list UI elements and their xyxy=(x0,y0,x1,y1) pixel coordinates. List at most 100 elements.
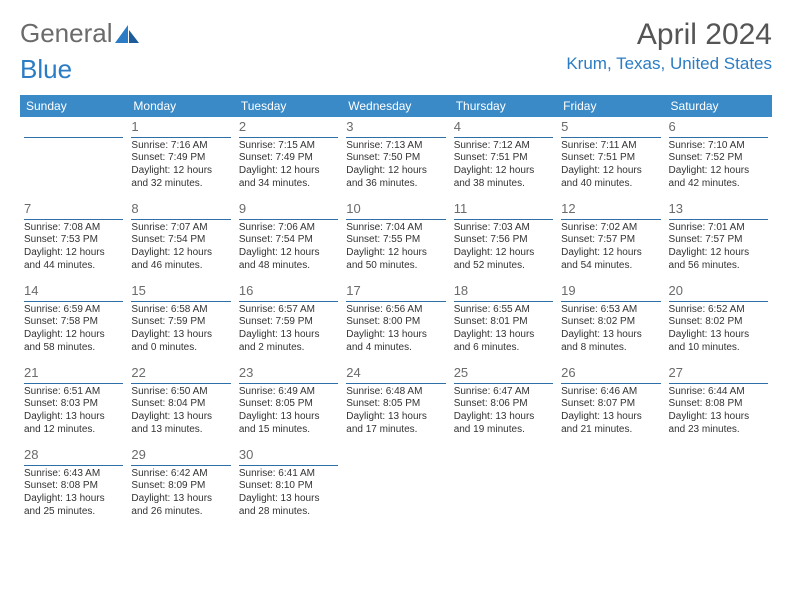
cell-line: Sunrise: 6:46 AM xyxy=(561,386,660,399)
calendar-cell: 8Sunrise: 7:07 AMSunset: 7:54 PMDaylight… xyxy=(127,199,234,281)
cell-line: and 17 minutes. xyxy=(346,424,445,437)
title-block: April 2024 Krum, Texas, United States xyxy=(566,18,772,74)
calendar-cell xyxy=(20,117,127,199)
cell-line: Sunrise: 6:47 AM xyxy=(454,386,553,399)
cell-line: and 12 minutes. xyxy=(24,424,123,437)
cell-line: Sunrise: 6:49 AM xyxy=(239,386,338,399)
cell-line: Daylight: 12 hours xyxy=(131,165,230,178)
calendar-cell: 24Sunrise: 6:48 AMSunset: 8:05 PMDayligh… xyxy=(342,363,449,445)
cell-line: Sunrise: 6:55 AM xyxy=(454,304,553,317)
day-number: 2 xyxy=(239,119,338,138)
cell-line: Sunset: 7:59 PM xyxy=(131,316,230,329)
day-number: 25 xyxy=(454,365,553,384)
cell-line: Sunset: 8:01 PM xyxy=(454,316,553,329)
cell-line: and 21 minutes. xyxy=(561,424,660,437)
calendar-cell: 11Sunrise: 7:03 AMSunset: 7:56 PMDayligh… xyxy=(450,199,557,281)
calendar-cell: 17Sunrise: 6:56 AMSunset: 8:00 PMDayligh… xyxy=(342,281,449,363)
day-number: 3 xyxy=(346,119,445,138)
cell-line: Sunrise: 7:02 AM xyxy=(561,222,660,235)
calendar-cell: 29Sunrise: 6:42 AMSunset: 8:09 PMDayligh… xyxy=(127,445,234,527)
cell-line: Daylight: 13 hours xyxy=(561,329,660,342)
calendar-row: 14Sunrise: 6:59 AMSunset: 7:58 PMDayligh… xyxy=(20,281,772,363)
calendar-cell: 1Sunrise: 7:16 AMSunset: 7:49 PMDaylight… xyxy=(127,117,234,199)
cell-line: Sunset: 7:51 PM xyxy=(454,152,553,165)
cell-line: Sunset: 8:10 PM xyxy=(239,480,338,493)
cell-line: Daylight: 12 hours xyxy=(346,165,445,178)
cell-line: and 42 minutes. xyxy=(669,178,768,191)
day-number: 13 xyxy=(669,201,768,220)
cell-line: Daylight: 13 hours xyxy=(454,329,553,342)
calendar-cell: 6Sunrise: 7:10 AMSunset: 7:52 PMDaylight… xyxy=(665,117,772,199)
cell-line: Daylight: 12 hours xyxy=(346,247,445,260)
cell-line: Sunset: 7:51 PM xyxy=(561,152,660,165)
calendar-cell: 16Sunrise: 6:57 AMSunset: 7:59 PMDayligh… xyxy=(235,281,342,363)
calendar-cell: 14Sunrise: 6:59 AMSunset: 7:58 PMDayligh… xyxy=(20,281,127,363)
day-header: Thursday xyxy=(450,95,557,117)
cell-line: and 8 minutes. xyxy=(561,342,660,355)
day-number: 24 xyxy=(346,365,445,384)
day-number: 28 xyxy=(24,447,123,466)
calendar-cell: 10Sunrise: 7:04 AMSunset: 7:55 PMDayligh… xyxy=(342,199,449,281)
calendar-table: SundayMondayTuesdayWednesdayThursdayFrid… xyxy=(20,95,772,527)
cell-line: Sunrise: 7:01 AM xyxy=(669,222,768,235)
calendar-cell: 5Sunrise: 7:11 AMSunset: 7:51 PMDaylight… xyxy=(557,117,664,199)
day-number: 30 xyxy=(239,447,338,466)
cell-line: and 44 minutes. xyxy=(24,260,123,273)
cell-line: and 38 minutes. xyxy=(454,178,553,191)
cell-line: Daylight: 13 hours xyxy=(669,329,768,342)
calendar-cell: 25Sunrise: 6:47 AMSunset: 8:06 PMDayligh… xyxy=(450,363,557,445)
cell-line: and 32 minutes. xyxy=(131,178,230,191)
cell-line: and 34 minutes. xyxy=(239,178,338,191)
day-header: Friday xyxy=(557,95,664,117)
day-header: Monday xyxy=(127,95,234,117)
cell-line: and 40 minutes. xyxy=(561,178,660,191)
cell-line: Daylight: 13 hours xyxy=(131,329,230,342)
day-number: 21 xyxy=(24,365,123,384)
location: Krum, Texas, United States xyxy=(566,54,772,74)
cell-line: Sunrise: 7:12 AM xyxy=(454,140,553,153)
cell-line: Daylight: 13 hours xyxy=(454,411,553,424)
cell-line: and 19 minutes. xyxy=(454,424,553,437)
day-number: 20 xyxy=(669,283,768,302)
cell-line: Sunset: 7:57 PM xyxy=(561,234,660,247)
day-header: Tuesday xyxy=(235,95,342,117)
cell-line: Sunset: 7:56 PM xyxy=(454,234,553,247)
calendar-row: 7Sunrise: 7:08 AMSunset: 7:53 PMDaylight… xyxy=(20,199,772,281)
cell-line: Sunrise: 6:43 AM xyxy=(24,468,123,481)
cell-line: Daylight: 12 hours xyxy=(669,165,768,178)
cell-line: Daylight: 12 hours xyxy=(669,247,768,260)
cell-line: and 36 minutes. xyxy=(346,178,445,191)
cell-line: Sunrise: 7:06 AM xyxy=(239,222,338,235)
month-title: April 2024 xyxy=(566,18,772,52)
cell-line: Sunrise: 6:53 AM xyxy=(561,304,660,317)
day-number: 9 xyxy=(239,201,338,220)
cell-line: Sunrise: 7:16 AM xyxy=(131,140,230,153)
cell-line: Daylight: 13 hours xyxy=(131,493,230,506)
cell-line: and 6 minutes. xyxy=(454,342,553,355)
cell-line: Sunset: 7:58 PM xyxy=(24,316,123,329)
calendar-cell: 9Sunrise: 7:06 AMSunset: 7:54 PMDaylight… xyxy=(235,199,342,281)
day-number: 7 xyxy=(24,201,123,220)
day-header: Saturday xyxy=(665,95,772,117)
cell-line: Sunset: 8:04 PM xyxy=(131,398,230,411)
cell-line: and 13 minutes. xyxy=(131,424,230,437)
calendar-cell: 13Sunrise: 7:01 AMSunset: 7:57 PMDayligh… xyxy=(665,199,772,281)
cell-line: Sunrise: 7:10 AM xyxy=(669,140,768,153)
cell-line: and 26 minutes. xyxy=(131,506,230,519)
cell-line: Sunrise: 7:15 AM xyxy=(239,140,338,153)
cell-line: Daylight: 12 hours xyxy=(24,329,123,342)
calendar-cell: 27Sunrise: 6:44 AMSunset: 8:08 PMDayligh… xyxy=(665,363,772,445)
cell-line: Sunset: 8:05 PM xyxy=(346,398,445,411)
calendar-cell xyxy=(342,445,449,527)
day-number: 16 xyxy=(239,283,338,302)
cell-line: Sunset: 7:53 PM xyxy=(24,234,123,247)
cell-line: Daylight: 12 hours xyxy=(454,165,553,178)
calendar-body: 1Sunrise: 7:16 AMSunset: 7:49 PMDaylight… xyxy=(20,117,772,527)
logo-text-blue: Blue xyxy=(20,54,72,85)
cell-line: and 56 minutes. xyxy=(669,260,768,273)
calendar-cell xyxy=(665,445,772,527)
day-number: 6 xyxy=(669,119,768,138)
cell-line: Sunrise: 7:13 AM xyxy=(346,140,445,153)
cell-line: Sunrise: 6:42 AM xyxy=(131,468,230,481)
cell-line: and 10 minutes. xyxy=(669,342,768,355)
